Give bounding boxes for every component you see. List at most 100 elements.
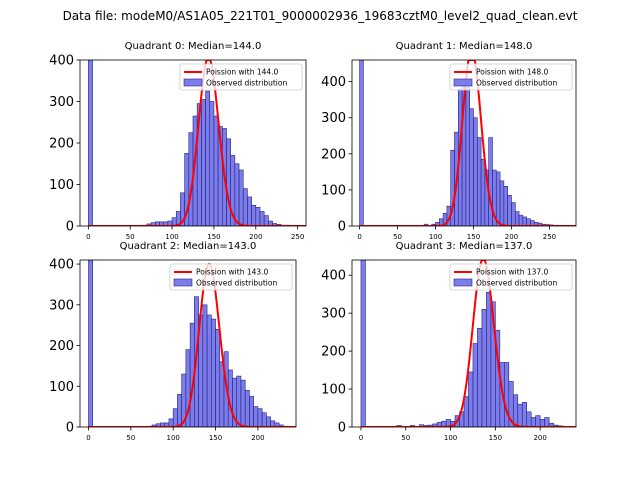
histogram-bar <box>263 215 269 226</box>
x-tick-label: 200 <box>251 434 264 442</box>
poisson-curve <box>88 60 306 226</box>
histogram-bar <box>507 195 512 226</box>
legend: Poission with 137.0 Observed distribution <box>449 263 573 291</box>
y-tick-label: 300 <box>321 111 346 126</box>
histogram-bar <box>503 186 508 226</box>
panel-title: Quadrant 3: Median=137.0 <box>396 241 533 252</box>
y-tick-label: 0 <box>338 421 346 436</box>
x-tick-label: 100 <box>166 434 179 442</box>
histogram-bar <box>514 211 520 226</box>
x-tick-label: 150 <box>467 233 480 241</box>
histogram-bar <box>226 138 231 226</box>
y-tick-label: 100 <box>321 183 346 198</box>
histogram-bar <box>242 188 248 226</box>
histogram-bar <box>209 101 215 226</box>
x-tick-label: 200 <box>505 233 518 241</box>
legend-observed-label: Observed distribution <box>196 279 277 288</box>
y-tick-label: 200 <box>49 339 74 354</box>
legend-poisson-label: Poission with 148.0 <box>476 68 549 77</box>
poisson-curve <box>88 263 296 427</box>
y-tick-label: 100 <box>49 380 74 395</box>
panel-title: Quadrant 0: Median=144.0 <box>125 41 262 52</box>
histogram-bar <box>206 314 212 427</box>
histogram-bar <box>465 86 470 226</box>
quadrant-panel-0: 0 100 200 300 400 0 50 100 150 200 250 Quadrant 0: … <box>49 41 307 241</box>
histogram-bar <box>202 304 208 427</box>
x-tick-label: 0 <box>86 434 90 442</box>
x-tick-label: 50 <box>393 233 402 241</box>
legend-box <box>449 63 573 91</box>
histogram-bar <box>544 417 550 427</box>
y-tick-label: 300 <box>49 95 74 110</box>
histogram-bar <box>172 408 178 427</box>
y-tick-label: 0 <box>338 220 346 235</box>
y-tick-label: 400 <box>49 54 74 69</box>
histogram-bar <box>168 418 174 427</box>
histogram-bar <box>486 291 492 427</box>
histogram-bar <box>472 343 478 427</box>
legend-box <box>449 263 573 291</box>
y-tick-label: 0 <box>66 421 74 436</box>
x-tick-label: 50 <box>126 233 135 241</box>
x-tick-label: 100 <box>444 434 457 442</box>
histogram-bar <box>215 328 221 427</box>
histogram-bar <box>359 60 364 226</box>
legend-observed-label: Observed distribution <box>476 79 557 88</box>
x-tick-label: 0 <box>86 233 90 241</box>
y-tick-label: 100 <box>321 383 346 398</box>
histogram-bar <box>177 394 182 427</box>
histogram-bar <box>234 163 240 226</box>
histogram-bar <box>521 402 528 427</box>
figure-title: Data file: modeM0/AS1A05_221T01_90000029… <box>63 9 578 23</box>
histogram-bar <box>247 196 252 226</box>
legend-box <box>169 263 293 291</box>
histogram-bar <box>261 412 267 427</box>
plot-area <box>360 260 576 427</box>
histogram-bar <box>251 204 257 226</box>
histogram-bar <box>244 390 250 427</box>
histogram-bar <box>512 394 519 427</box>
quadrant-panel-2: 0 100 200 300 400 0 50 100 150 200 Quadrant 2: Med… <box>49 241 297 442</box>
histogram-bar <box>257 408 263 427</box>
poisson-curve <box>360 260 576 427</box>
histogram-bar <box>518 214 524 226</box>
x-tick-label: 150 <box>489 434 502 442</box>
y-tick-label: 300 <box>321 307 346 322</box>
histogram-bar <box>213 115 219 226</box>
panel-title: Quadrant 2: Median=143.0 <box>120 241 257 252</box>
legend-observed-swatch <box>453 278 473 287</box>
quadrant-panel-1: 0 100 200 300 400 0 50 100 150 200 250 Quadrant 1: … <box>321 41 577 241</box>
legend: Poission with 143.0 Observed distribution <box>169 263 293 291</box>
quadrant-panel-3: 0 100 200 300 400 0 50 100 150 200 Quadrant 3: Med… <box>321 241 577 442</box>
histogram-bar <box>495 171 501 226</box>
y-tick-label: 200 <box>321 147 346 162</box>
histogram-bar <box>499 180 505 226</box>
y-tick-label: 0 <box>66 220 74 235</box>
histogram-bar <box>517 403 523 427</box>
histogram-bar <box>539 419 545 427</box>
legend-poisson-label: Poission with 144.0 <box>206 68 279 77</box>
histogram-bar <box>238 169 244 226</box>
histogram-bar <box>481 309 487 427</box>
histogram-bar <box>236 375 242 427</box>
x-tick-label: 0 <box>359 434 363 442</box>
x-tick-label: 100 <box>429 233 442 241</box>
plot-area <box>88 60 306 226</box>
x-tick-label: 0 <box>357 233 361 241</box>
x-tick-label: 50 <box>401 434 410 442</box>
y-tick-label: 200 <box>321 345 346 360</box>
x-tick-label: 200 <box>249 233 262 241</box>
x-tick-label: 200 <box>533 434 546 442</box>
histogram-bar <box>473 117 478 226</box>
y-tick-label: 300 <box>49 298 74 313</box>
histogram-bar <box>240 379 246 427</box>
histogram-bar <box>468 371 474 427</box>
histogram-bar <box>201 99 206 226</box>
histogram-bar <box>463 396 469 427</box>
histogram-bar <box>255 207 261 226</box>
legend-poisson-label: Poission with 143.0 <box>196 268 269 277</box>
histogram-bar <box>266 416 271 427</box>
histogram-bar <box>526 218 531 226</box>
legend: Poission with 144.0 Observed distribution <box>179 63 303 91</box>
